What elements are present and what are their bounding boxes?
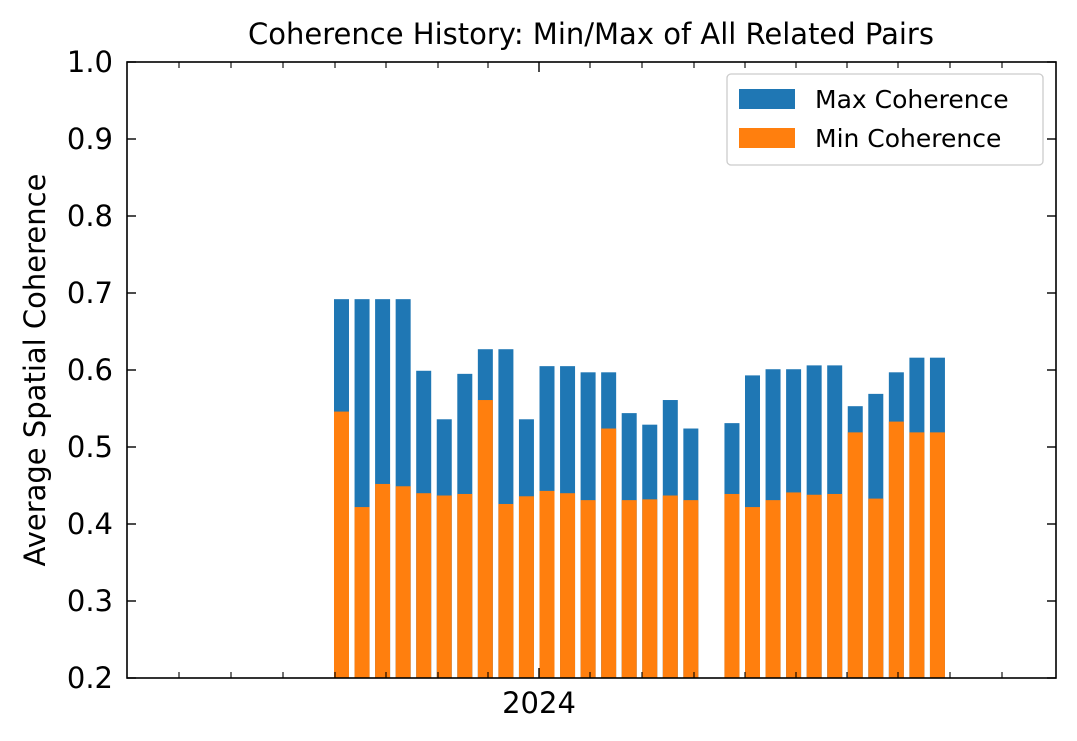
bar-min — [621, 500, 637, 678]
y-tick-label: 0.9 — [67, 122, 113, 156]
y-axis-label: Average Spatial Coherence — [18, 174, 52, 567]
bar-min — [724, 493, 740, 678]
legend-box — [726, 73, 1044, 166]
bar-min — [642, 499, 658, 678]
bar-min — [888, 421, 904, 678]
bar-min — [395, 486, 411, 678]
chart-title: Coherence History: Min/Max of All Relate… — [248, 17, 934, 51]
bar-min — [477, 400, 493, 678]
bar-min — [929, 432, 945, 678]
bar-min — [868, 498, 884, 678]
legend-swatch-min — [739, 128, 795, 148]
legend: Max Coherence Min Coherence — [726, 73, 1044, 166]
legend-label-max: Max Coherence — [815, 85, 1009, 114]
bar-min — [334, 411, 349, 678]
y-tick-label: 1.0 — [67, 45, 113, 79]
bar-min — [745, 507, 760, 678]
bar-min — [683, 500, 699, 678]
bar-min — [806, 494, 822, 678]
bar-min — [498, 503, 514, 678]
bar-min — [416, 493, 432, 678]
legend-label-min: Min Coherence — [815, 124, 1001, 153]
y-tick-label: 0.4 — [67, 507, 113, 541]
bars-group — [334, 299, 945, 678]
x-tick-label: 2024 — [502, 686, 576, 720]
bar-min — [457, 493, 473, 678]
bar-min — [786, 492, 802, 678]
bar-min — [436, 495, 452, 678]
bar-min — [560, 493, 576, 678]
bar-min — [847, 432, 863, 678]
bar-min — [827, 493, 843, 678]
bar-min — [375, 483, 391, 678]
x-ticks-group: 2024 — [178, 62, 1003, 720]
bar-min — [601, 428, 617, 678]
bar-min — [909, 432, 925, 678]
y-tick-label: 0.6 — [67, 353, 113, 387]
bar-min — [354, 507, 370, 678]
y-tick-label: 0.3 — [67, 584, 113, 618]
y-tick-label: 0.7 — [67, 276, 113, 310]
bar-min — [580, 500, 596, 678]
y-tick-label: 0.2 — [67, 661, 113, 695]
legend-swatch-max — [739, 89, 795, 109]
bar-min — [518, 496, 534, 678]
bar-min — [662, 495, 678, 678]
bar-min — [539, 490, 555, 678]
y-ticks-group: 0.2 0.3 0.4 0.5 0.6 0.7 0.8 0.9 1.0 — [67, 45, 1056, 695]
y-tick-label: 0.8 — [67, 199, 113, 233]
bar-min — [765, 500, 781, 678]
y-tick-label: 0.5 — [67, 430, 113, 464]
